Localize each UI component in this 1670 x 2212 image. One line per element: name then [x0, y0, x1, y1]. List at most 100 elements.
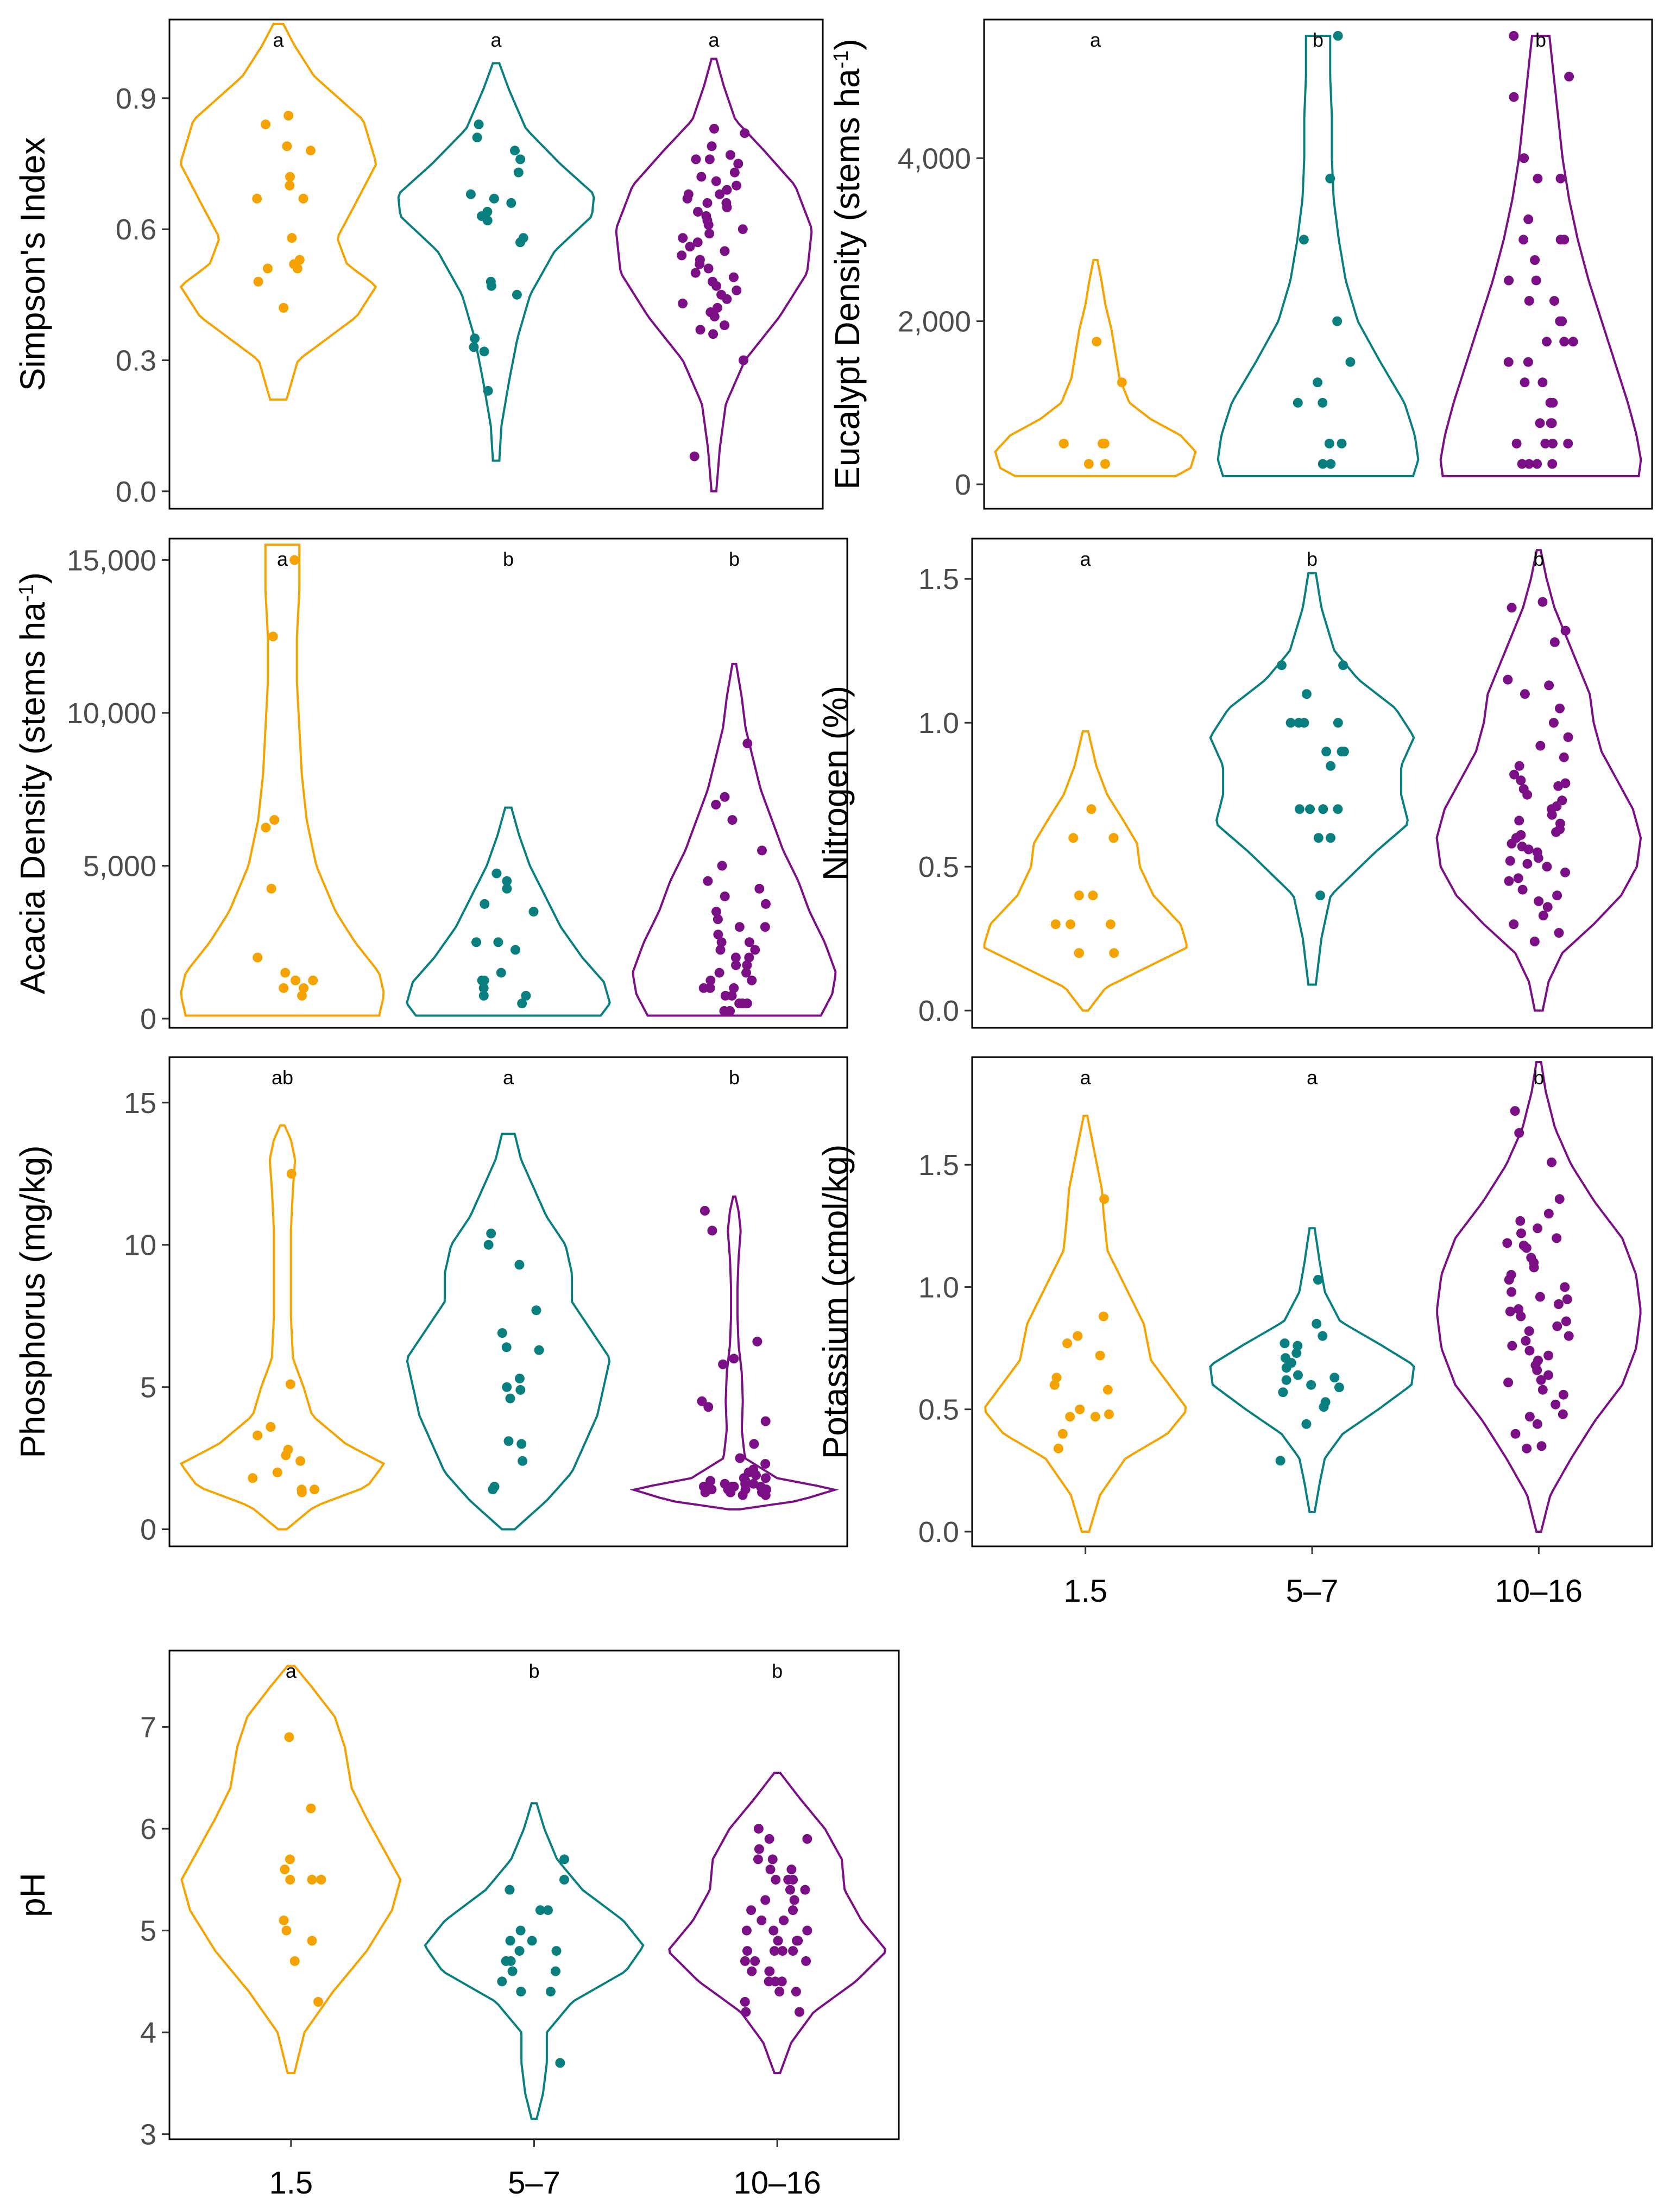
data-point [269, 815, 280, 825]
data-point [266, 1422, 276, 1432]
data-point [289, 1956, 300, 1966]
data-point [739, 355, 748, 365]
data-point [1514, 1128, 1524, 1138]
y-axis-title: Simpson's Index [13, 137, 52, 391]
data-point [1062, 1338, 1073, 1349]
data-point [506, 198, 516, 208]
data-point [1520, 377, 1530, 388]
data-point [307, 1936, 317, 1946]
y-tick-label: 7 [140, 1711, 156, 1744]
data-point [1568, 337, 1578, 347]
data-point [299, 983, 309, 993]
panel-acacia: 0 5,000 10,000 15,000 Acacia Density (stems … [13, 538, 848, 1035]
data-point [1551, 827, 1561, 837]
data-point [479, 346, 489, 357]
panel-frame [971, 538, 1653, 1029]
data-point [1065, 1412, 1075, 1422]
data-point [801, 1956, 811, 1966]
data-point [286, 1168, 297, 1179]
data-point [1319, 1402, 1329, 1412]
data-point [678, 298, 688, 308]
data-point [1543, 1370, 1553, 1380]
data-point [760, 1459, 771, 1469]
significance-label: b [1313, 29, 1324, 51]
data-point [760, 922, 770, 932]
data-point [767, 1854, 778, 1865]
y-tick-label: 15 [124, 1087, 156, 1120]
data-point [489, 193, 499, 204]
data-point [1281, 1375, 1291, 1385]
data-point [279, 1915, 289, 1925]
significance-label: b [1533, 548, 1544, 570]
data-point [1529, 937, 1540, 946]
data-point [1529, 1262, 1539, 1273]
data-point [1547, 810, 1557, 820]
data-point [751, 1470, 761, 1480]
data-point [482, 216, 493, 226]
data-point [705, 983, 715, 993]
data-point [1521, 1336, 1531, 1346]
data-point [1522, 1443, 1532, 1453]
data-point [689, 451, 699, 462]
y-tick-label: 1.0 [918, 707, 959, 740]
data-point [747, 975, 757, 985]
data-point [1507, 1341, 1517, 1351]
data-point [802, 1834, 812, 1844]
data-point [555, 2058, 565, 2068]
data-point [742, 738, 753, 749]
data-point [1280, 1338, 1290, 1349]
data-point [1532, 1419, 1542, 1429]
data-point [1117, 377, 1127, 388]
data-point [1313, 833, 1324, 843]
y-tick-label: 5 [140, 1915, 156, 1948]
data-point [707, 1225, 717, 1236]
data-point [501, 1342, 512, 1353]
y-tick-label: 4 [140, 2017, 156, 2049]
data-point [714, 968, 724, 978]
data-point [1503, 357, 1514, 367]
data-point [517, 998, 527, 1008]
y-tick-label: 0 [955, 469, 971, 501]
x-tick-label: 1.5 [269, 2165, 313, 2201]
data-point [1518, 235, 1529, 245]
data-point [770, 1946, 779, 1956]
data-point [709, 124, 719, 134]
data-point [1509, 919, 1519, 930]
data-point [715, 189, 725, 199]
data-point [720, 320, 730, 331]
significance-label: a [286, 1660, 297, 1682]
data-point [480, 899, 490, 909]
data-point [297, 990, 307, 1001]
violin-outline-1 [1209, 572, 1415, 986]
data-point [1523, 214, 1534, 224]
data-point [1547, 459, 1558, 469]
data-point [1108, 833, 1119, 843]
data-point [722, 185, 732, 195]
panel-frame [168, 1649, 900, 2140]
significance-label: b [729, 1066, 740, 1089]
data-point [506, 1956, 516, 1966]
data-point [1517, 884, 1528, 895]
data-point [503, 1436, 514, 1446]
data-point [497, 1328, 507, 1338]
data-point [705, 1476, 715, 1486]
data-point [777, 1946, 787, 1956]
data-point [1533, 173, 1543, 184]
data-point [1564, 72, 1574, 82]
data-point [505, 1393, 515, 1404]
data-point [1301, 689, 1312, 699]
data-point [535, 1905, 545, 1916]
data-point [1551, 1399, 1561, 1410]
data-point [732, 285, 742, 295]
data-point [310, 1484, 319, 1495]
data-point [516, 1987, 526, 1997]
data-point [692, 237, 703, 248]
violin-outline-1 [397, 62, 595, 462]
data-point [711, 907, 721, 917]
data-point [1532, 1365, 1542, 1375]
data-point [497, 1976, 507, 1987]
data-point [777, 1976, 787, 1987]
data-point [1524, 296, 1534, 306]
significance-label: a [1080, 1066, 1092, 1089]
y-tick-label: 10,000 [67, 697, 156, 730]
